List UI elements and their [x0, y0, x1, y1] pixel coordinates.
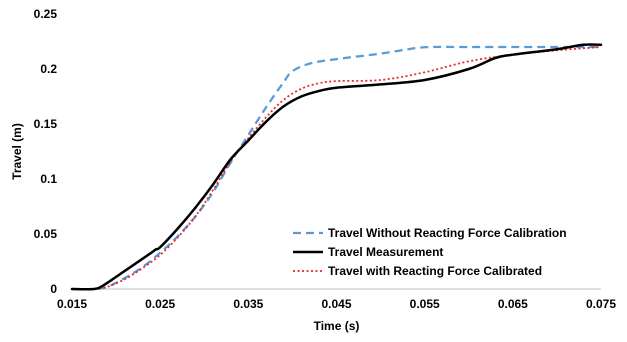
x-tick-label: 0.075 [586, 297, 616, 311]
x-tick-label: 0.015 [57, 297, 87, 311]
legend-item-measurement: Travel Measurement [293, 245, 443, 259]
legend-item-calibrated: Travel with Reacting Force Calibrated [293, 264, 542, 278]
series-line [71, 45, 601, 291]
y-tick-label: 0.05 [34, 227, 58, 241]
legend: Travel Without Reacting Force Calibratio… [293, 226, 567, 278]
x-tick-label: 0.025 [145, 297, 175, 311]
x-axis-title: Time (s) [314, 319, 360, 333]
y-tick-label: 0.15 [34, 117, 58, 131]
legend-label-measurement: Travel Measurement [328, 245, 443, 259]
y-axis-ticks: 0 0.05 0.1 0.15 0.2 0.25 [34, 7, 58, 296]
series-line [71, 46, 602, 291]
y-tick-label: 0.1 [40, 172, 57, 186]
y-tick-label: 0.2 [40, 62, 57, 76]
x-tick-label: 0.045 [321, 297, 351, 311]
y-tick-label: 0.25 [34, 7, 58, 21]
x-tick-label: 0.065 [498, 297, 528, 311]
x-tick-label: 0.035 [233, 297, 263, 311]
x-tick-label: 0.055 [410, 297, 440, 311]
legend-item-without-calibration: Travel Without Reacting Force Calibratio… [293, 226, 567, 240]
y-tick-label: 0 [50, 282, 57, 296]
series-lines [70, 43, 603, 291]
legend-label-calibrated: Travel with Reacting Force Calibrated [328, 264, 542, 278]
plot-area: 0.015 0.025 0.035 0.045 0.055 0.065 0.075 00.0… [34, 7, 617, 311]
y-axis-title: Travel (m) [10, 123, 24, 180]
x-axis-ticks: 0.015 0.025 0.035 0.045 0.055 0.065 0.075 [57, 297, 616, 311]
legend-label-without-calibration: Travel Without Reacting Force Calibratio… [328, 226, 567, 240]
series-line [70, 43, 603, 291]
